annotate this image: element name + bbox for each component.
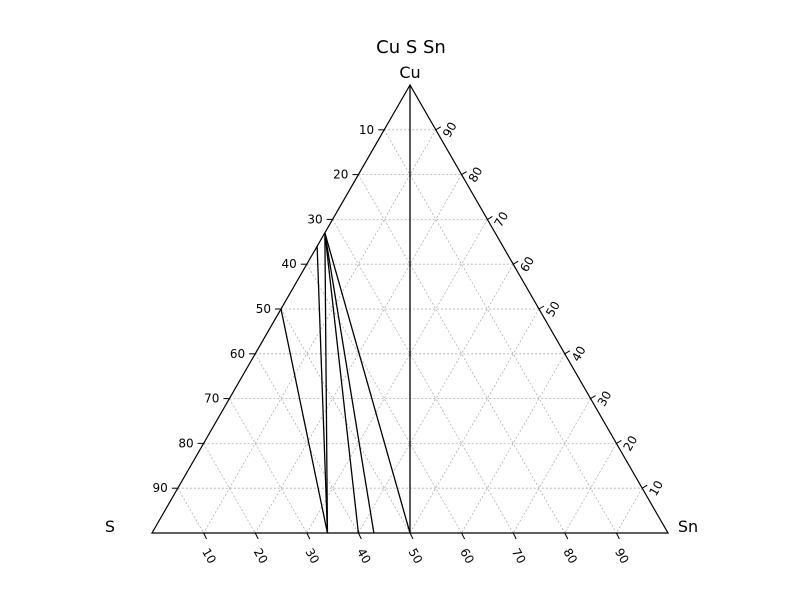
right-tick-mark-70 xyxy=(487,215,493,220)
right-tick-mark-30 xyxy=(590,395,596,400)
left-tick-label-70: 70 xyxy=(204,392,219,406)
bottom-tick-label-70: 70 xyxy=(509,546,529,566)
right-tick-mark-20 xyxy=(616,439,622,444)
grid-line-sn-20 xyxy=(254,174,462,534)
grid-line-sn-90 xyxy=(616,488,643,534)
grid-line-sn-80 xyxy=(564,443,617,534)
bottom-tick-label-80: 80 xyxy=(560,546,580,566)
right-tick-label-20: 20 xyxy=(621,433,641,453)
grid-line-s-80 xyxy=(203,443,256,534)
tie-line-4 xyxy=(324,232,375,534)
right-tick-mark-60 xyxy=(512,260,519,265)
bottom-tick-mark-90 xyxy=(615,532,620,540)
right-tick-label-10: 10 xyxy=(646,478,666,498)
bottom-tick-label-50: 50 xyxy=(406,546,426,566)
tie-line-3 xyxy=(324,232,360,534)
vertex-label-s: S xyxy=(105,517,115,536)
bottom-tick-mark-70 xyxy=(512,532,517,540)
bottom-tick-label-10: 10 xyxy=(199,546,219,566)
grid-line-s-20 xyxy=(358,174,566,534)
grid-line-s-60 xyxy=(254,353,359,534)
right-tick-mark-80 xyxy=(461,171,467,176)
right-tick-label-50: 50 xyxy=(543,299,563,319)
grid-line-s-10 xyxy=(383,129,617,534)
left-tick-label-90: 90 xyxy=(153,481,168,495)
bottom-tick-label-30: 30 xyxy=(302,546,322,566)
left-tick-label-80: 80 xyxy=(178,436,193,450)
chart-title: Cu S Sn xyxy=(376,37,446,58)
bottom-tick-label-20: 20 xyxy=(251,546,271,566)
bottom-tick-mark-10 xyxy=(203,532,208,540)
tie-line-1 xyxy=(280,308,329,534)
tie-lines xyxy=(280,85,411,534)
bottom-tick-label-60: 60 xyxy=(457,546,477,566)
right-tick-mark-10 xyxy=(641,484,648,489)
grid-line-s-70 xyxy=(229,398,308,534)
left-tick-label-60: 60 xyxy=(230,347,245,361)
bottom-tick-mark-80 xyxy=(564,532,569,540)
right-tick-label-60: 60 xyxy=(517,254,537,274)
bottom-tick-mark-60 xyxy=(461,532,466,540)
bottom-tick-mark-50 xyxy=(409,532,414,540)
tie-line-2 xyxy=(324,232,329,534)
left-tick-label-20: 20 xyxy=(333,168,348,182)
right-tick-label-70: 70 xyxy=(492,209,512,229)
bottom-tick-label-40: 40 xyxy=(354,546,374,566)
left-tick-label-10: 10 xyxy=(359,123,374,137)
right-tick-label-90: 90 xyxy=(440,120,460,140)
vertex-label-sn: Sn xyxy=(678,517,698,536)
grid-line-sn-30 xyxy=(306,219,488,534)
left-tick-label-40: 40 xyxy=(282,257,297,271)
left-tick-label-30: 30 xyxy=(307,212,322,226)
bottom-tick-mark-30 xyxy=(306,532,311,540)
right-tick-label-40: 40 xyxy=(569,344,589,364)
bottom-tick-mark-40 xyxy=(357,532,362,540)
grid-line-s-30 xyxy=(332,219,514,534)
grid-line-s-90 xyxy=(177,488,204,534)
tie-line-7 xyxy=(316,246,329,534)
right-tick-label-80: 80 xyxy=(466,164,486,184)
right-tick-label-30: 30 xyxy=(595,388,615,408)
bottom-tick-label-90: 90 xyxy=(612,546,632,566)
right-tick-mark-40 xyxy=(564,350,571,355)
vertex-label-cu: Cu xyxy=(399,63,420,82)
right-tick-mark-90 xyxy=(435,126,442,131)
grid-line-sn-60 xyxy=(461,353,566,534)
grid-line-sn-70 xyxy=(512,398,591,534)
grid-line-sn-50 xyxy=(409,308,540,534)
right-tick-mark-50 xyxy=(538,305,545,310)
bottom-tick-mark-20 xyxy=(254,532,259,540)
tie-line-5 xyxy=(324,232,411,534)
tick-labels: 10 20 30 40 50 60 70 80 90 90 80 70 60 50 40 30 20 10 10 20… xyxy=(153,120,667,566)
left-tick-label-50: 50 xyxy=(256,302,271,316)
